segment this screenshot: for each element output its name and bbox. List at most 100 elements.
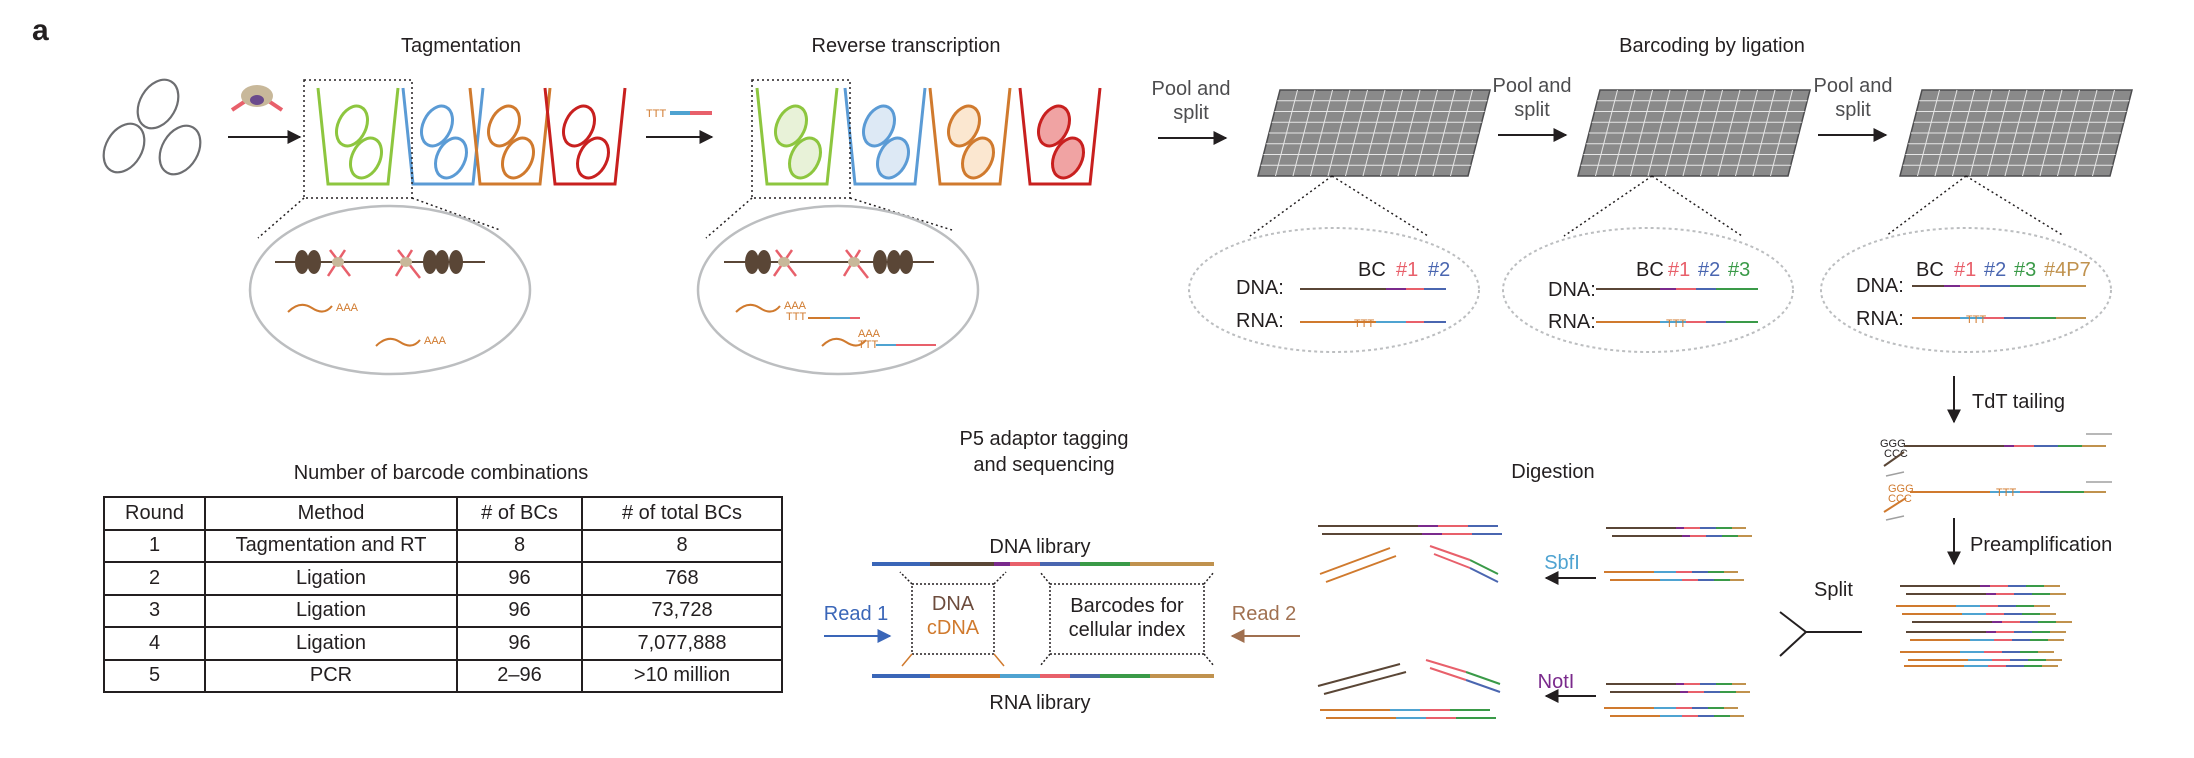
cell-round: 1 [103,528,206,563]
circle2-ttt: TTT [1666,318,1686,330]
barcode-circle-1: DNA: RNA: BC #1 #2 TTT [1188,227,1480,353]
table-row: 1 Tagmentation and RT 8 8 [103,528,783,563]
tdt-molecules: GGG CCC GGG CCC TTT [1880,433,2112,521]
read2-label: Read 2 [1232,603,1297,625]
step-title-barcoding: Barcoding by ligation [1619,35,1805,57]
polya-label-1: AAA [336,302,359,314]
circle3-dna-label: DNA: [1856,275,1904,297]
table-header-row: Round Method # of BCs # of total BCs [103,496,783,531]
circle1-b1: #1 [1396,259,1418,281]
table-row: 4 Ligation 96 7,077,888 [103,626,783,661]
step-title-rt: Reverse transcription [812,35,1001,57]
circle1-dna-label: DNA: [1236,277,1284,299]
p5-title-line1: P5 adaptor tagging [959,428,1128,450]
cell-method: Ligation [204,561,458,596]
well-red-rt [1018,87,1102,186]
split-fork [1779,611,1862,657]
table-row: 3 Ligation 96 73,728 [103,593,783,628]
circle2-b1: #1 [1668,259,1690,281]
pool-split-1-line1: Pool and [1152,78,1231,100]
p5-title-line2: and sequencing [973,454,1114,476]
col-header-method: Method [204,496,458,531]
rt-primer-icon: TTT [646,108,712,120]
well-green-rt [755,87,839,186]
cell-bcs: 96 [456,593,583,628]
circle3-ttt: TTT [1966,314,1986,326]
cell-bcs: 2–96 [456,658,583,693]
tdt-ccc-1: CCC [1884,448,1908,460]
barcode-circle-3: DNA: RNA: BC #1 #2 #3 #4P7 TTT [1820,227,2112,353]
rna-library-label: RNA library [989,692,1090,714]
tn5-transposome-icon [230,85,284,112]
well-orange-rt [928,87,1012,186]
dna-library-label: DNA library [989,536,1090,558]
digestion-label: Digestion [1511,461,1594,483]
tdt-ggg-2: GGG [1888,483,1914,495]
pool-split-1-line2: split [1173,102,1209,124]
noti-label: NotI [1538,671,1575,693]
circle3-bc: BC [1916,259,1944,281]
circle1-bc: BC [1358,259,1386,281]
tdt-ttt: TTT [1996,487,2016,499]
zoom-lines-plates [1249,175,2065,237]
cell-bcs: 8 [456,528,583,563]
well-blue-rt [843,87,927,186]
wells-tagmentation [316,87,627,186]
circle2-bc: BC [1636,259,1664,281]
circle2-b2: #2 [1698,259,1720,281]
panel-label: a [32,14,49,47]
tdt-ggg-1: GGG [1880,438,1906,450]
step-title-tagmentation: Tagmentation [401,35,521,57]
wells-rt [755,87,1102,186]
cell-method: PCR [204,658,458,693]
cell-total: 73,728 [581,593,783,628]
cell-total: 7,077,888 [581,626,783,661]
pool-split-2-line2: split [1514,99,1550,121]
well-green [316,87,400,186]
cell-round: 4 [103,626,206,661]
cell-total: >10 million [581,658,783,693]
circle2-b3: #3 [1728,259,1750,281]
circle3-rna-label: RNA: [1856,308,1904,330]
cell-bcs: 96 [456,626,583,661]
circle1-b2: #2 [1428,259,1450,281]
circle2-rna-label: RNA: [1548,311,1596,333]
cell-total: 768 [581,561,783,596]
rt-primer-ttt: TTT [646,108,666,120]
zoom-box-2 [751,79,851,199]
zoom-circle-chromatin [248,204,532,376]
well-blue [401,87,485,186]
col-header-total: # of total BCs [581,496,783,531]
col-header-round: Round [103,496,206,531]
box-barcodes-line1: Barcodes for [1070,595,1184,617]
box-dna-label: DNA [932,593,975,615]
preamp-label: Preamplification [1970,534,2112,556]
barcode-circle-2: DNA: RNA: BC #1 #2 #3 TTT [1502,227,1794,353]
nuclei [102,78,202,176]
polya-label-3: AAA [784,300,807,312]
plates [1257,89,2133,177]
plate-2 [1577,89,1811,177]
library-boxes [899,571,1215,667]
sbfi-label: SbfI [1544,552,1580,574]
plate-3 [1899,89,2133,177]
tdt-label: TdT tailing [1972,391,2065,413]
cell-round: 3 [103,593,206,628]
tdt-ccc-2: CCC [1888,493,1912,505]
read1-label: Read 1 [824,603,889,625]
zoom-circle-rt [696,204,980,376]
plate-1 [1257,89,1491,177]
cell-method: Ligation [204,593,458,628]
table-row: 2 Ligation 96 768 [103,561,783,596]
cell-bcs: 96 [456,561,583,596]
circle3-b3: #3 [2014,259,2036,281]
circle3-b2: #2 [1984,259,2006,281]
polya-label-4: AAA [858,328,881,340]
circle3-b4: #4P7 [2044,259,2091,281]
circle3-b1: #1 [1954,259,1976,281]
well-orange [468,87,552,186]
circle1-rna-label: RNA: [1236,310,1284,332]
pool-split-3-line1: Pool and [1814,75,1893,97]
cell-total: 8 [581,528,783,563]
